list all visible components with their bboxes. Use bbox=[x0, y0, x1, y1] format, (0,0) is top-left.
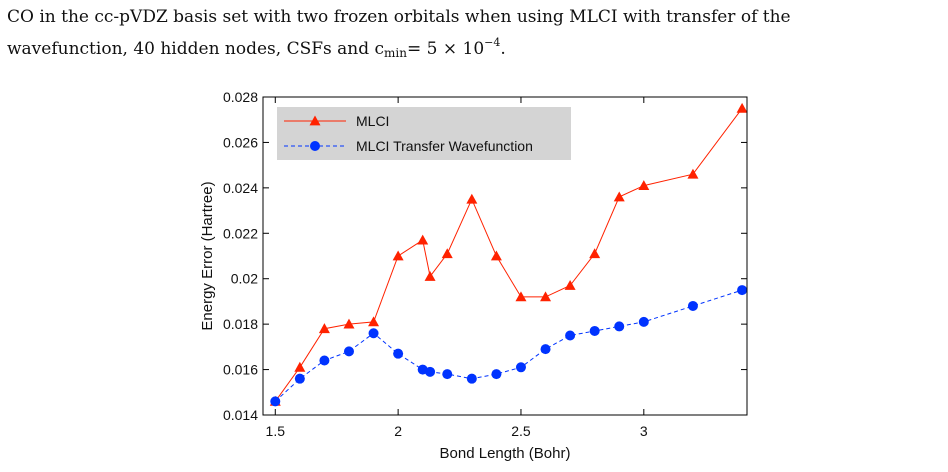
figure-caption: CO in the cc-pVDZ basis set with two fro… bbox=[7, 4, 943, 66]
legend-marker-1 bbox=[309, 115, 321, 126]
triangle-marker bbox=[392, 250, 404, 261]
caption-superscript: −4 bbox=[484, 36, 501, 49]
triangle-marker bbox=[490, 250, 502, 261]
caption-line-2-text: wavefunction, 40 hidden nodes, CSFs and … bbox=[7, 39, 385, 59]
triangle-marker bbox=[515, 291, 527, 302]
triangle-marker bbox=[736, 102, 748, 113]
series-line-2 bbox=[274, 289, 743, 402]
circle-marker bbox=[589, 325, 600, 336]
caption-line-1: CO in the cc-pVDZ basis set with two fro… bbox=[7, 7, 791, 27]
triangle-marker bbox=[368, 316, 380, 327]
x-tick-label: 2 bbox=[394, 423, 402, 439]
circle-marker bbox=[687, 300, 698, 311]
circle-marker bbox=[466, 373, 477, 384]
triangle-marker bbox=[613, 191, 625, 202]
circle-marker bbox=[368, 328, 379, 339]
triangle-marker bbox=[687, 168, 699, 179]
circle-marker bbox=[737, 285, 748, 296]
circle-marker bbox=[515, 362, 526, 373]
axis-ticks: 1.5 2 2.5 3 0.014 0.016 0.018 0.02 0.022 0.024 0.0… bbox=[223, 89, 747, 439]
plot-markers bbox=[269, 102, 748, 407]
circle-marker bbox=[540, 344, 551, 355]
caption-line-2-mid: = 5 × 10 bbox=[407, 39, 485, 59]
caption-line-2-end: . bbox=[500, 39, 506, 59]
triangle-marker bbox=[589, 248, 601, 259]
circle-marker bbox=[393, 348, 404, 359]
triangle-marker bbox=[417, 234, 429, 245]
y-tick-label: 0.018 bbox=[223, 316, 258, 332]
triangle-marker bbox=[294, 361, 306, 372]
legend: MLCI MLCI Transfer Wavefunction bbox=[277, 107, 571, 160]
triangle-marker bbox=[564, 280, 576, 290]
circle-marker bbox=[319, 355, 330, 366]
y-tick-label: 0.014 bbox=[223, 407, 258, 423]
circle-marker bbox=[270, 396, 281, 407]
triangle-marker bbox=[540, 291, 552, 302]
circle-marker bbox=[442, 369, 453, 380]
circle-marker bbox=[425, 366, 436, 377]
circle-marker bbox=[343, 346, 354, 357]
x-tick-label: 3 bbox=[640, 423, 648, 439]
x-tick-label: 2.5 bbox=[511, 423, 531, 439]
circle-marker bbox=[294, 373, 305, 384]
circle-marker bbox=[565, 330, 576, 341]
caption-line-2: wavefunction, 40 hidden nodes, CSFs and … bbox=[7, 30, 943, 66]
y-tick-label: 0.022 bbox=[223, 225, 258, 241]
triangle-marker bbox=[343, 318, 355, 329]
y-axis-label: Energy Error (Hartree) bbox=[199, 181, 216, 330]
x-axis-label: Bond Length (Bohr) bbox=[440, 445, 571, 462]
circle-marker bbox=[614, 321, 625, 332]
plot-frame bbox=[262, 96, 748, 416]
triangle-marker bbox=[441, 248, 453, 259]
y-tick-label: 0.026 bbox=[223, 134, 258, 150]
caption-subscript: min bbox=[384, 46, 407, 60]
legend-label-1: MLCI bbox=[356, 113, 389, 129]
y-tick-label: 0.02 bbox=[231, 271, 258, 287]
triangle-marker bbox=[638, 180, 650, 190]
legend-box bbox=[277, 107, 571, 160]
triangle-marker bbox=[424, 270, 436, 281]
y-tick-label: 0.028 bbox=[223, 89, 258, 105]
legend-marker-2 bbox=[310, 141, 320, 151]
legend-label-2: MLCI Transfer Wavefunction bbox=[356, 138, 533, 154]
circle-marker bbox=[638, 316, 649, 327]
triangle-marker bbox=[466, 193, 478, 204]
y-tick-label: 0.024 bbox=[223, 180, 258, 196]
triangle-marker bbox=[318, 323, 330, 334]
y-tick-label: 0.016 bbox=[223, 362, 258, 378]
x-tick-label: 1.5 bbox=[266, 423, 286, 439]
circle-marker bbox=[491, 369, 502, 380]
